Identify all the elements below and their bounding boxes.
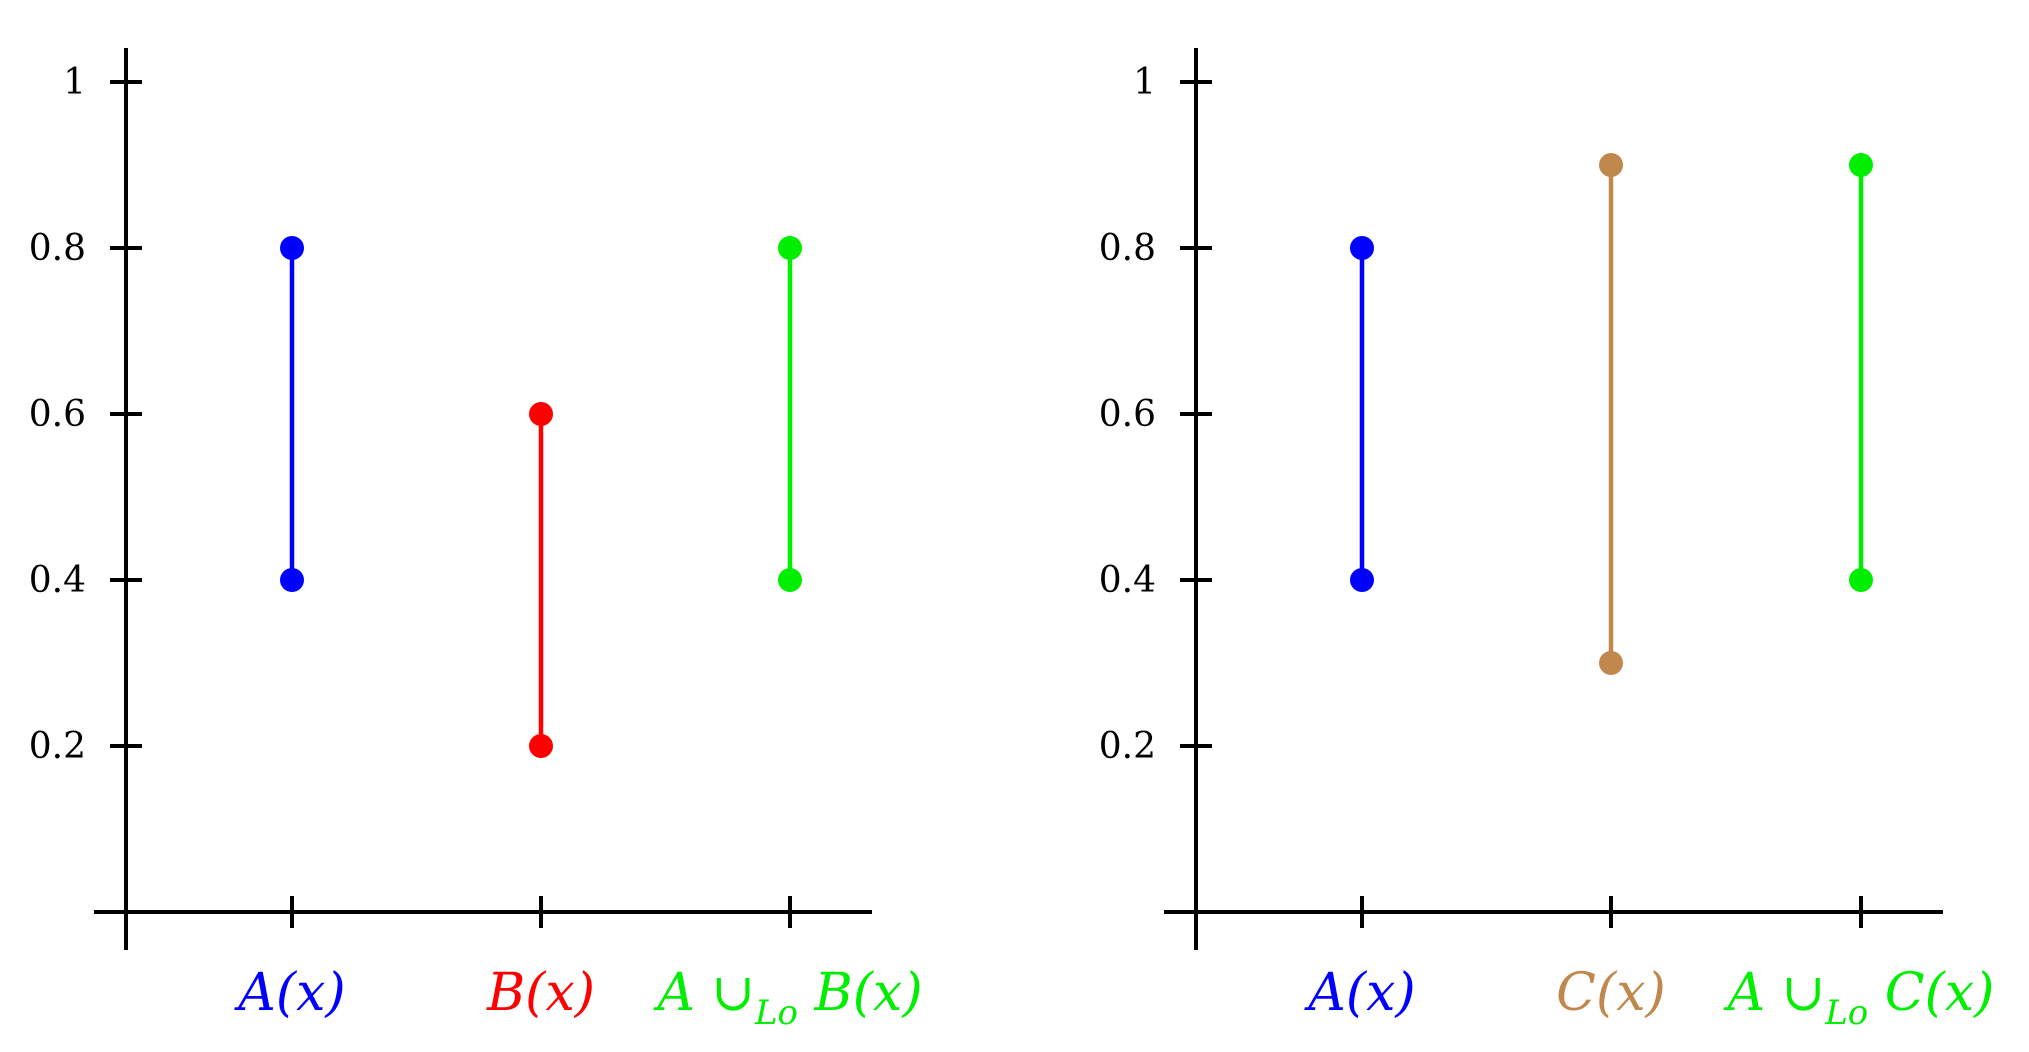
category-label-tail: C(x) [1868,963,1994,1023]
y-tick-label: 0.2 [1099,726,1156,767]
category-label: A ∪Lo B(x) [653,963,922,1033]
interval-upper-point [1599,153,1623,177]
y-tick-label: 0.8 [1099,228,1156,269]
interval-upper-point [1350,236,1374,260]
interval-upper-point [529,402,553,426]
category-label-main: A ∪ [1724,963,1826,1023]
category-label-main: A(x) [234,963,345,1023]
right-chart-panel: 0.20.40.60.81A(x) C(x) A ∪Lo C(x) [1099,48,1995,1033]
y-tick-label: 0.4 [29,560,86,601]
category-label-tail: B(x) [798,963,923,1023]
interval-lower-point [1350,568,1374,592]
category-label-main: A(x) [1304,963,1415,1023]
interval-lower-point [778,568,802,592]
category-label: A(x) [1304,963,1415,1023]
category-label-main: A ∪ [653,963,755,1023]
y-tick-label: 0.4 [1099,560,1156,601]
category-label-subscript: Lo [754,993,798,1033]
y-tick-label: 0.8 [29,228,86,269]
category-label-main: B(x) [486,963,595,1023]
interval-lower-point [280,568,304,592]
category-label-main: C(x) [1556,963,1666,1023]
interval-lower-point [1599,651,1623,675]
interval-upper-point [778,236,802,260]
category-label: C(x) [1556,963,1666,1023]
y-tick-label: 0.6 [1099,394,1156,435]
y-tick-label: 0.2 [29,726,86,767]
interval-lower-point [1849,568,1873,592]
category-label: B(x) [486,963,595,1023]
interval-lower-point [529,734,553,758]
y-tick-label: 1 [63,62,86,103]
category-label: A(x) [234,963,345,1023]
category-label: A ∪Lo C(x) [1724,963,1995,1033]
y-tick-label: 0.6 [29,394,86,435]
category-label-subscript: Lo [1824,993,1868,1033]
interval-upper-point [1849,153,1873,177]
interval-upper-point [280,236,304,260]
y-tick-label: 1 [1133,62,1156,103]
left-chart-panel: 0.20.40.60.81A(x) B(x) A ∪Lo B(x) [29,48,923,1033]
